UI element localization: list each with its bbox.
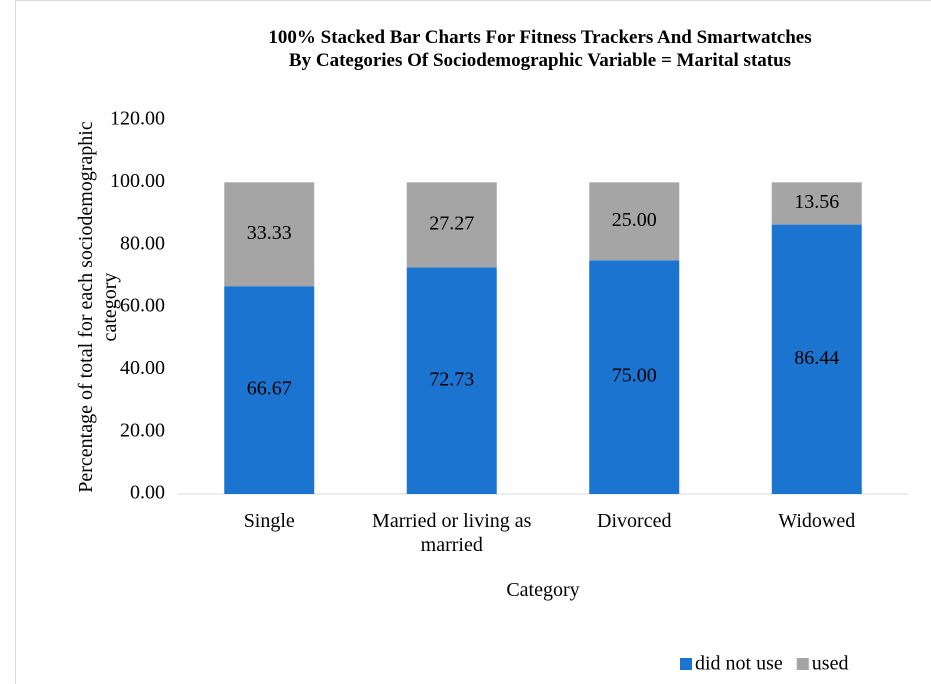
legend-swatch (796, 658, 809, 670)
frame (15, 0, 931, 684)
data-label: 33.33 (247, 222, 292, 244)
x-tick-label: Widowed (778, 510, 856, 532)
y-tick-label: 40.00 (120, 357, 165, 379)
y-tick-label: 60.00 (120, 295, 165, 317)
bar-segment (224, 182, 315, 287)
legend-swatch (680, 658, 692, 670)
data-label: 66.67 (247, 378, 292, 400)
chart-title: 100% Stacked Bar Charts For Fitness Trac… (268, 27, 812, 71)
x-tick-label: Single (243, 510, 295, 532)
data-label: 86.44 (794, 347, 839, 369)
x-axis-label: Category (506, 579, 580, 601)
data-label: 72.73 (429, 368, 474, 390)
data-label: 75.00 (612, 365, 657, 387)
bar-segment (771, 182, 862, 225)
x-tick-label: Divorced (597, 510, 672, 532)
bar-segment (589, 260, 680, 494)
y-tick-label: 80.00 (120, 232, 165, 254)
y-tick-label: 120.00 (110, 108, 165, 130)
data-label: 27.27 (429, 212, 474, 234)
bar-segment (771, 224, 862, 494)
bar-segment (406, 182, 497, 268)
data-label: 13.56 (794, 191, 839, 213)
bar-segment (224, 286, 315, 494)
bar-segment (406, 267, 497, 494)
legend-label: used (812, 653, 849, 675)
bar-segment (589, 182, 680, 261)
y-tick-label: 0.00 (130, 482, 165, 504)
x-tick-label: Married or living as married (372, 510, 532, 556)
legend-label: did not use (695, 653, 783, 675)
y-axis-label: Percentage of total for each sociodemogr… (75, 121, 121, 493)
y-tick-label: 20.00 (120, 419, 165, 441)
y-tick-label: 100.00 (110, 170, 165, 192)
data-label: 25.00 (612, 209, 657, 231)
